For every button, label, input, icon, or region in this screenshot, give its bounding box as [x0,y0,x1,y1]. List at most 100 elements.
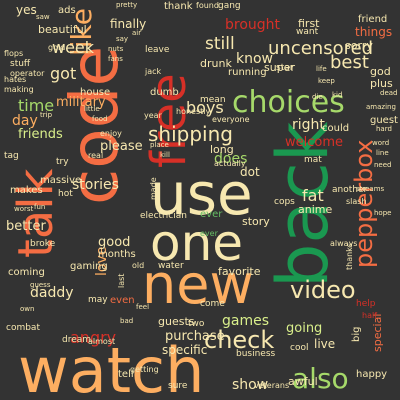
word-first: first [298,17,320,30]
word-running: running [228,67,267,78]
word-going: going [286,321,323,336]
word-could: could [322,123,350,134]
word-food: food [92,115,108,123]
word-uncensored: uncensored [268,38,374,59]
word-little: little [84,105,100,113]
word-daddy: daddy [30,285,74,301]
word-word: word [372,139,390,147]
word-even: even [110,295,135,306]
word-big: big [351,326,362,342]
word-also: also [292,362,349,395]
word-beautiful: beautiful [38,23,87,36]
word-gaming: gaming [70,261,108,272]
word-hard: hard [376,125,392,133]
word-cops: cops [274,197,295,207]
word-makes: makes [10,185,43,196]
word-guest: guest [370,115,398,126]
word-god: god [370,65,391,78]
word-day: day [12,113,38,129]
word-drunk: drunk [200,57,232,70]
word-story: story [242,215,270,228]
word-hope: hope [374,209,392,217]
word-ever: ever [200,229,218,238]
word-week: week [52,38,95,57]
word-best: best [330,52,369,73]
word-yes: yes [16,3,37,17]
word-kill: kill [160,151,170,159]
word-mean: mean [200,95,226,105]
word-life: life [316,65,327,73]
word-real: real [88,151,104,160]
word-kid: kid [332,91,343,99]
word-ever: ever [200,209,223,220]
word-making: making [4,85,34,94]
word-enjoy: enjoy [100,129,122,138]
word-found: found [196,1,219,10]
word-star: star [276,63,294,73]
word-use: use [150,160,253,228]
word-old: old [132,261,145,270]
word-guests: guests [158,315,195,328]
word-please: please [100,139,143,154]
word-show: show [232,377,269,393]
word-operator: operator [10,69,45,78]
word-flops: flops [4,49,24,58]
word-hates: hates [4,75,27,84]
word-jack: jack [145,67,162,76]
word-hot: hot [58,189,73,199]
word-feel: feel [136,303,150,311]
word-tag: tag [4,151,19,161]
word-games: games [222,313,270,329]
word-leave: leave [145,45,170,55]
word-specific: specific [162,343,208,357]
word-sorry: sorry [345,39,373,52]
word-happy: happy [356,369,388,380]
word-coming: coming [8,267,45,278]
word-stories: stories [72,177,119,193]
word-things: things [355,25,393,39]
word-bad: bad [120,317,134,325]
word-friends: friends [18,127,63,142]
word-fans: fans [108,55,123,63]
word-mat: mat [304,155,322,165]
word-got: got [50,64,77,83]
word-getting: getting [130,365,159,374]
word-months: months [98,249,136,260]
word-may: may [88,295,108,305]
word-try: try [56,157,69,167]
word-choices: choices [232,85,345,120]
word-welcome: welcome [285,135,344,150]
word-video: video [290,276,356,304]
word-house: house [80,87,111,98]
word-watch: watch [18,334,205,400]
word-own: own [20,305,35,313]
word-almost: almost [88,337,116,346]
word-favorite: favorite [218,265,261,278]
word-broke: broke [30,239,56,249]
word-die: die [312,93,323,101]
word-know: know [236,51,273,67]
word-want: want [296,27,319,37]
word-another: another [332,185,368,195]
word-say: say [116,35,129,43]
word-shipping: shipping [148,122,233,146]
word-amazing: amazing [366,103,396,111]
word-honestly: honestly [176,107,211,116]
word-actually: actually [214,159,246,168]
word-line: line [376,149,389,157]
word-help: help [356,299,376,309]
word-need: need [374,161,392,169]
word-slash: slash [346,197,367,206]
word-brought: brought [225,17,281,33]
word-everyone: everyone [212,115,250,124]
word-fun: fun [34,203,46,211]
word-dumb: dumb [150,87,179,98]
word-veterans: veterans [254,381,290,390]
word-thank: thank [164,1,193,12]
word-dream: dream [62,335,92,345]
word-does: does [214,151,248,167]
word-place: place [150,141,169,149]
word-trip: trip [40,111,53,119]
word-dot: dot [240,165,260,179]
